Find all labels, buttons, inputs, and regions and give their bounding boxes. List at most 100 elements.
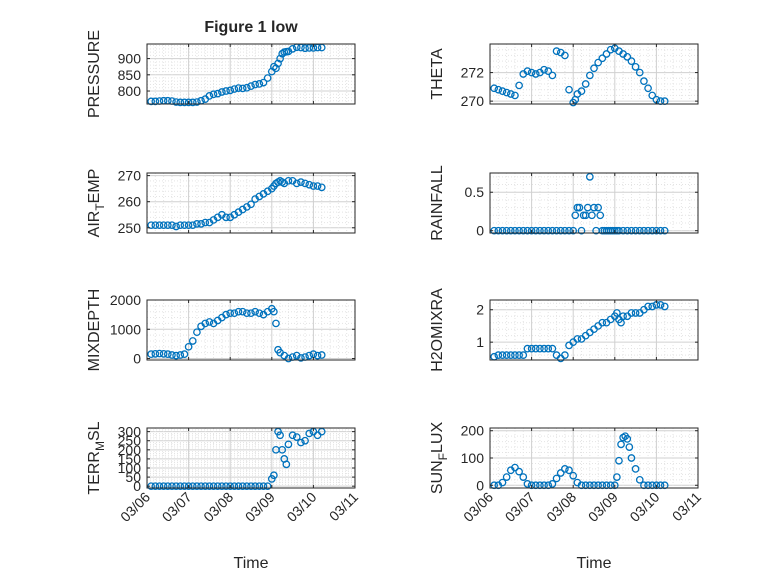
data-point xyxy=(205,318,214,326)
grid xyxy=(489,300,699,360)
data-point xyxy=(540,226,548,235)
data-point xyxy=(615,456,623,465)
data-point xyxy=(255,309,264,318)
data-point xyxy=(527,226,536,235)
data-point xyxy=(197,220,205,228)
data-point xyxy=(230,85,239,93)
data-point xyxy=(305,180,314,189)
y-axis-label: THETA xyxy=(429,48,446,100)
series-markers xyxy=(490,301,669,363)
data-point xyxy=(151,221,160,230)
data-point xyxy=(565,85,573,94)
y-tick-label: 100 xyxy=(118,460,142,476)
x-tick-label: 03/11 xyxy=(669,489,705,525)
data-point xyxy=(644,226,652,235)
data-point xyxy=(644,84,652,93)
data-point xyxy=(588,211,596,220)
data-point xyxy=(648,302,657,311)
x-tick-label: 03/09 xyxy=(242,489,278,525)
y-tick-label: 900 xyxy=(118,51,142,67)
data-point xyxy=(292,179,301,188)
data-point xyxy=(159,482,168,491)
data-point xyxy=(313,351,322,360)
data-point xyxy=(259,482,268,491)
data-point xyxy=(222,87,230,95)
data-point xyxy=(548,71,557,80)
data-point xyxy=(627,57,636,65)
data-point xyxy=(180,221,189,230)
data-point xyxy=(193,220,201,228)
data-point xyxy=(656,301,665,309)
y-axis-label-part: LUX xyxy=(429,422,446,453)
x-tick-label: 03/06 xyxy=(117,489,153,525)
data-point xyxy=(278,445,287,454)
data-point xyxy=(297,178,305,186)
data-point xyxy=(184,98,193,107)
y-tick-label: 0 xyxy=(133,351,141,367)
data-point xyxy=(282,460,291,469)
data-point xyxy=(238,307,247,316)
data-point xyxy=(305,429,314,438)
subplot-5: 0 1000 2000 MIXDEPTH xyxy=(86,289,356,371)
data-point xyxy=(263,74,272,82)
y-tick-label: 850 xyxy=(118,67,142,83)
data-point xyxy=(511,91,519,100)
data-point xyxy=(502,473,511,481)
data-point xyxy=(623,53,632,61)
data-point xyxy=(222,213,230,222)
subplot-3: 250 260 270 AIRTEMP xyxy=(86,168,356,237)
y-axis-label: TERRMSL xyxy=(86,421,107,494)
data-point xyxy=(511,463,519,472)
data-point xyxy=(234,482,243,491)
data-point xyxy=(188,98,197,107)
data-point xyxy=(234,84,243,92)
data-point xyxy=(635,475,644,484)
data-point xyxy=(536,344,544,353)
y-tick-label: 272 xyxy=(461,65,485,81)
data-point xyxy=(619,226,627,235)
x-axis-label: Time xyxy=(234,555,269,572)
data-point xyxy=(498,226,507,235)
data-point xyxy=(234,307,243,316)
x-tick-label: 03/08 xyxy=(543,489,579,525)
data-point xyxy=(648,226,657,235)
data-point xyxy=(168,482,176,491)
data-point xyxy=(222,482,230,491)
data-point xyxy=(301,44,309,53)
data-point xyxy=(660,302,669,311)
data-point xyxy=(247,82,255,91)
data-point xyxy=(159,221,168,230)
data-point xyxy=(635,68,644,77)
data-point xyxy=(561,465,569,473)
x-tick-label: 03/10 xyxy=(626,489,662,525)
y-axis-label: PRESSURE xyxy=(86,30,103,118)
series-markers xyxy=(147,43,326,107)
data-point xyxy=(251,482,260,491)
axes-box xyxy=(146,172,356,234)
data-point xyxy=(288,45,297,53)
subplot-title: Figure 1 low xyxy=(204,19,298,36)
x-tick-label: 03/09 xyxy=(585,489,621,525)
data-point xyxy=(270,307,278,316)
data-point xyxy=(575,203,584,212)
subplot-4: 0 0.5 RAINFALL xyxy=(429,165,699,241)
data-point xyxy=(193,328,201,337)
data-point xyxy=(506,90,515,98)
data-point xyxy=(544,226,553,235)
x-tick-label: 03/07 xyxy=(159,489,195,525)
data-point xyxy=(561,226,569,235)
axes-box xyxy=(146,299,356,361)
data-point xyxy=(598,54,607,63)
x-axis-label: Time xyxy=(577,555,612,572)
data-point xyxy=(209,482,218,491)
data-point xyxy=(251,307,260,316)
y-tick-label: 0 xyxy=(133,478,141,494)
plot-area xyxy=(147,44,355,104)
data-point xyxy=(502,88,511,97)
data-point xyxy=(544,344,553,353)
x-tick-label: 03/07 xyxy=(502,489,538,525)
data-point xyxy=(573,335,582,343)
data-point xyxy=(511,351,519,359)
y-axis-label: RAINFALL xyxy=(429,165,446,241)
data-point xyxy=(251,80,260,89)
